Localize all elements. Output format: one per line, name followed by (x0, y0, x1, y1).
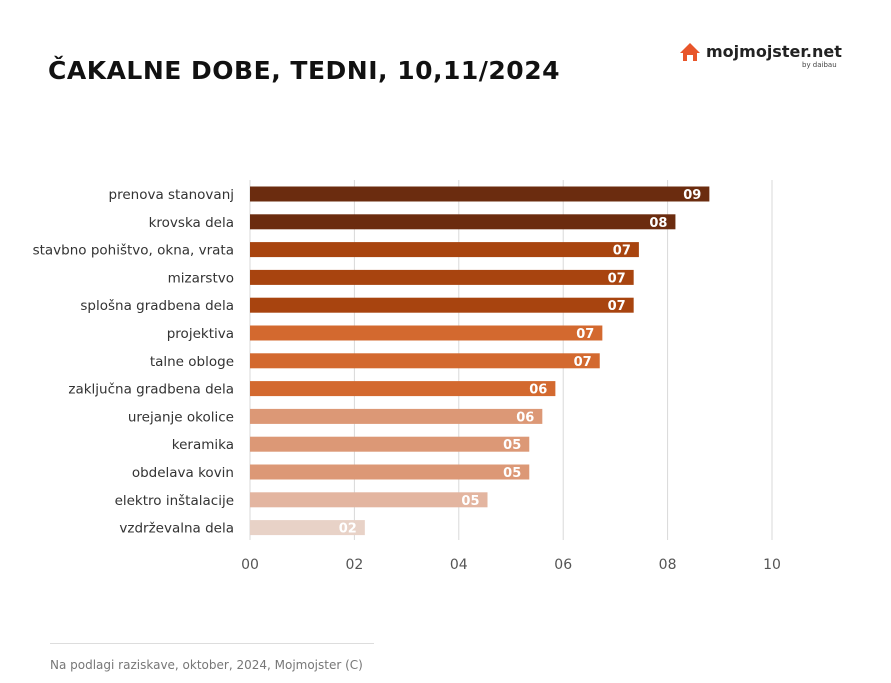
bar (250, 436, 530, 452)
category-label: mizarstvo (168, 270, 234, 286)
bar (250, 520, 365, 536)
x-tick-label: 02 (345, 557, 363, 573)
x-tick-label: 08 (659, 557, 677, 573)
value-label: 08 (649, 216, 667, 231)
bar (250, 214, 676, 230)
bars (250, 186, 710, 536)
value-label: 05 (503, 438, 521, 453)
category-label: krovska dela (149, 215, 234, 231)
bar (250, 464, 530, 480)
value-label: 07 (608, 299, 626, 314)
value-label: 06 (516, 410, 534, 425)
bar (250, 297, 634, 313)
category-labels: prenova stanovanj krovska dela stavbno poh… (33, 187, 234, 537)
value-label: 05 (503, 466, 521, 481)
category-label: keramika (172, 437, 234, 453)
logo-subtext: by daibau (802, 61, 837, 69)
value-label: 07 (576, 327, 594, 342)
value-label: 07 (574, 355, 592, 370)
value-label: 06 (529, 383, 547, 398)
category-label: splošna gradbena dela (80, 298, 234, 314)
value-label: 07 (608, 271, 626, 286)
bar (250, 242, 639, 258)
house-logo-icon (680, 43, 700, 61)
x-tick-label: 00 (241, 557, 259, 573)
bar (250, 353, 600, 369)
brand-logo[interactable]: mojmojster.net by daibau (678, 40, 848, 74)
footer-divider (50, 643, 374, 644)
value-labels: 09 08 07 07 07 07 07 06 06 05 05 05 02 (339, 188, 702, 537)
source-note: Na podlagi raziskave, oktober, 2024, Moj… (50, 658, 363, 672)
value-label: 02 (339, 522, 357, 537)
category-label: elektro inštalacije (115, 493, 234, 509)
bar (250, 325, 603, 341)
category-label: urejanje okolice (128, 409, 234, 425)
bar (250, 408, 543, 424)
x-axis-ticks: 00 02 04 06 08 10 (241, 557, 781, 573)
x-tick-label: 04 (450, 557, 468, 573)
bar (250, 269, 634, 285)
category-label: obdelava kovin (132, 465, 234, 481)
category-label: zaključna gradbena dela (68, 382, 234, 398)
category-label: vzdrževalna dela (119, 521, 234, 537)
category-label: talne obloge (150, 354, 234, 370)
bar-chart: prenova stanovanj krovska dela stavbno poh… (33, 180, 781, 573)
x-tick-label: 06 (554, 557, 572, 573)
logo-text: mojmojster.net (706, 42, 842, 61)
category-label: projektiva (167, 326, 234, 342)
chart-title: ČAKALNE DOBE, TEDNI, 10,11/2024 (48, 56, 560, 85)
bar (250, 186, 710, 202)
value-label: 05 (461, 494, 479, 509)
bar (250, 381, 556, 397)
category-label: prenova stanovanj (109, 187, 234, 203)
value-label: 07 (613, 244, 631, 259)
bar (250, 492, 488, 508)
value-label: 09 (683, 188, 701, 203)
x-tick-label: 10 (763, 557, 781, 573)
category-label: stavbno pohištvo, okna, vrata (33, 243, 234, 259)
